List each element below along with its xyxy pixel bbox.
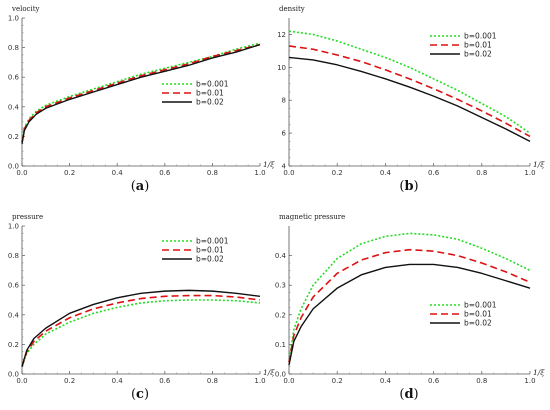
series-line-3 [288,263,531,366]
y-tick-label: 0.6 [8,74,20,82]
series-line-1 [288,30,531,134]
x-tick-label: 0.4 [380,169,392,177]
y-tick-label: 0.4 [275,252,287,260]
series-line-3 [21,289,261,367]
y-tick-label: 1.0 [8,15,19,23]
y-tick-label: 10 [277,64,286,72]
legend-entry: b=0.01 [464,310,492,319]
x-axis-label: 1/ξ [533,160,545,169]
x-tick-label: 0.4 [112,377,124,385]
series-line-2 [21,43,261,143]
x-tick-label: 0.6 [159,169,171,177]
x-tick-label: 0.2 [64,377,75,385]
x-tick-label: 1.0 [524,169,535,177]
x-tick-label: 0.8 [476,377,487,385]
x-tick-label: 0.6 [428,169,440,177]
legend-entry: b=0.02 [196,98,224,107]
y-tick-label: 0.6 [8,282,20,290]
caption-letter: c [136,387,144,402]
y-tick-label: 0.0 [8,371,19,379]
y-tick-label: 0.1 [275,341,286,349]
legend-entry: b=0.01 [196,246,224,255]
y-tick-label: 6 [282,130,287,138]
legend-entry: b=0.02 [196,255,224,264]
x-tick-label: 0.0 [16,169,27,177]
y-tick-label: 8 [282,97,286,105]
caption-letter: d [404,387,413,402]
x-tick-label: 0.4 [112,169,124,177]
y-tick-label: 12 [277,31,286,39]
y-axis-label: pressure [12,213,43,221]
panel-d: 0.0 0.2 0.4 0.6 0.8 1.0 0.0 0.1 0.2 0.3 0.4 magneti… [275,213,545,402]
panel-caption: (a) [131,179,150,194]
panel-caption: (c) [131,387,149,402]
y-tick-label: 0.0 [8,163,19,171]
x-axis-label: 1/ξ [263,368,275,377]
y-axis-label: density [279,5,305,13]
legend-entry: b=0.001 [196,80,229,89]
y-tick-label: 0.2 [8,133,19,141]
legend-entry: b=0.001 [464,32,497,41]
y-tick-label: 0.4 [8,103,20,111]
legend-entry: b=0.02 [464,319,492,328]
y-tick-label: 0.0 [275,371,286,379]
series-line-3 [21,43,261,144]
y-axis-label: magnetic pressure [279,213,345,221]
x-tick-label: 0.6 [428,377,440,385]
legend-entry: b=0.001 [464,301,497,310]
x-axis-label: 1/ξ [263,160,275,169]
series-line-1 [288,232,531,363]
x-tick-label: 0.4 [380,377,392,385]
y-tick-label: 4 [282,163,287,171]
y-tick-label: 0.8 [8,252,19,260]
x-tick-label: 0.8 [207,169,218,177]
panel-b: 0.0 0.2 0.4 0.6 0.8 1.0 4 6 8 10 12 density 1/ξ b=0.0… [277,5,545,194]
y-tick-label: 0.2 [275,311,286,319]
x-tick-label: 0.6 [159,377,171,385]
x-tick-label: 1.0 [254,169,265,177]
y-tick-label: 0.4 [8,311,20,319]
x-tick-label: 0.2 [64,169,75,177]
series-line-1 [21,299,261,367]
x-tick-label: 0.8 [476,169,487,177]
x-tick-label: 0.0 [283,169,294,177]
series-line-3 [288,56,531,142]
y-tick-label: 0.8 [8,44,19,52]
x-tick-label: 0.0 [283,377,294,385]
legend-entry: b=0.02 [464,50,492,59]
panel-caption: (b) [399,179,418,194]
y-tick-label: 0.2 [8,341,19,349]
caption-letter: a [136,179,145,194]
y-tick-label: 0.3 [275,282,286,290]
x-tick-label: 0.0 [16,377,27,385]
x-axis-label: 1/ξ [533,368,545,377]
series-line-2 [288,45,531,138]
legend-entry: b=0.001 [196,237,229,246]
series-line-2 [21,294,261,367]
x-tick-label: 1.0 [524,377,535,385]
series-line-1 [21,42,261,141]
x-tick-label: 1.0 [254,377,265,385]
caption-letter: b [404,179,413,194]
x-tick-label: 0.2 [332,169,343,177]
panel-c: 0.0 0.2 0.4 0.6 0.8 1.0 0.0 0.2 0.4 0.6 0.8 1.0 pres… [8,213,275,402]
series-line-2 [288,248,531,363]
y-tick-label: 1.0 [8,223,19,231]
x-tick-label: 0.8 [207,377,218,385]
panel-caption: (d) [399,387,418,402]
legend-entry: b=0.01 [464,41,492,50]
panel-a: 0.0 0.2 0.4 0.6 0.8 1.0 0.0 0.2 0.4 0.6 0.8 1.0 velo… [8,5,275,194]
y-axis-label: velocity [11,5,40,13]
legend-entry: b=0.01 [196,89,224,98]
x-tick-label: 0.2 [332,377,343,385]
